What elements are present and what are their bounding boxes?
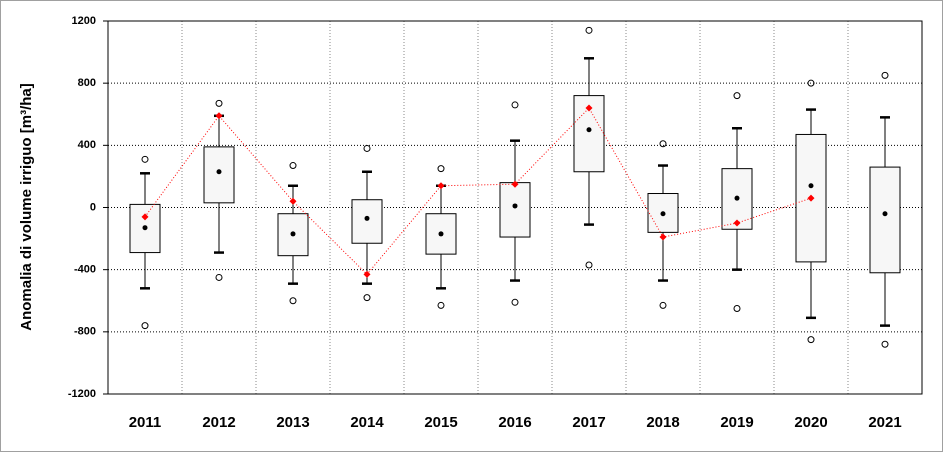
outlier (289, 297, 297, 305)
x-tick-label: 2021 (868, 414, 901, 431)
mean (364, 215, 370, 221)
marker (363, 270, 371, 278)
outlier (881, 340, 889, 348)
mean (882, 211, 888, 217)
marker (733, 219, 741, 227)
outlier (511, 298, 519, 306)
box (499, 182, 531, 238)
outlier (733, 305, 741, 313)
outlier (215, 273, 223, 281)
y-axis-label: Anomalia di volume irriguo [m³/ha] (18, 83, 35, 331)
marker (141, 213, 149, 221)
marker (289, 197, 297, 205)
mean (586, 127, 592, 133)
mean (512, 203, 518, 209)
outlier (585, 26, 593, 34)
y-tick-label: -800 (74, 326, 96, 338)
x-tick-label: 2020 (794, 414, 827, 431)
y-tick-label: 0 (90, 201, 96, 213)
x-tick-label: 2013 (276, 414, 309, 431)
x-tick-label: 2011 (129, 414, 162, 431)
plot-area (107, 20, 923, 395)
box (351, 199, 383, 244)
outlier (807, 336, 815, 344)
y-tick-label: -1200 (68, 388, 96, 400)
marker (215, 112, 223, 120)
mean (808, 183, 814, 189)
marker (659, 233, 667, 241)
marker (437, 182, 445, 190)
x-tick-label: 2014 (350, 414, 384, 431)
y-tick-label: -400 (74, 264, 96, 276)
x-tick-label: 2016 (498, 414, 531, 431)
x-tick-label: 2017 (572, 414, 605, 431)
outlier (437, 301, 445, 309)
x-tick-label: 2012 (202, 414, 235, 431)
mean (290, 231, 296, 237)
marker (511, 180, 519, 188)
x-tick-label: 2019 (720, 414, 753, 431)
outlier (881, 71, 889, 79)
outlier (215, 99, 223, 107)
box (869, 166, 901, 274)
mean (216, 169, 222, 175)
outlier (363, 144, 371, 152)
marker (585, 104, 593, 112)
y-tick-label: 800 (78, 77, 96, 89)
outlier (511, 101, 519, 109)
outlier (363, 294, 371, 302)
mean (142, 225, 148, 231)
y-tick-label: 1200 (72, 15, 96, 27)
outlier (733, 92, 741, 100)
y-tick-label: 400 (78, 139, 96, 151)
outlier (141, 322, 149, 330)
x-tick-label: 2015 (424, 414, 457, 431)
outlier (437, 165, 445, 173)
outlier (807, 79, 815, 87)
outlier (585, 261, 593, 269)
outlier (289, 162, 297, 170)
x-tick-label: 2018 (646, 414, 679, 431)
box (203, 146, 235, 204)
outlier (659, 140, 667, 148)
mean (660, 211, 666, 217)
marker (807, 194, 815, 202)
mean (734, 195, 740, 201)
mean (438, 231, 444, 237)
outlier (659, 301, 667, 309)
outlier (141, 155, 149, 163)
